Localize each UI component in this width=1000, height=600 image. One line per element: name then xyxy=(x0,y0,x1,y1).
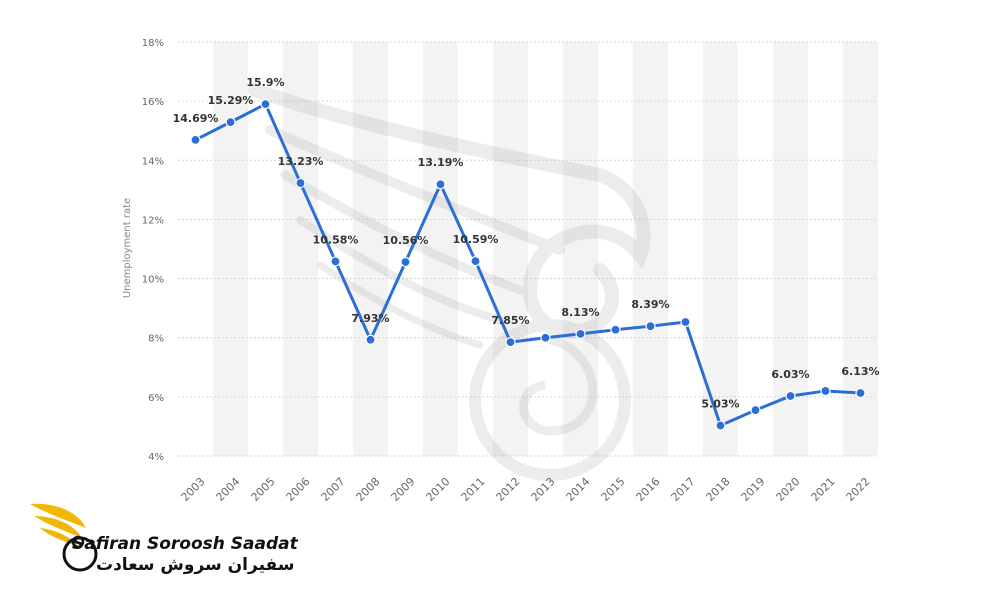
x-tick-label: 2019 xyxy=(739,475,768,504)
data-point xyxy=(715,420,726,431)
x-tick-label: 2020 xyxy=(774,475,803,504)
column-band xyxy=(423,42,458,456)
y-tick-label: 10% xyxy=(142,275,164,286)
x-tick-label: 2015 xyxy=(599,475,628,504)
x-tick-label: 2022 xyxy=(844,475,873,504)
x-tick-label: 2016 xyxy=(634,475,663,504)
y-tick-label: 8% xyxy=(148,334,164,345)
brand-logo-icon xyxy=(30,503,98,572)
y-axis-ticks: 4% 6% 8% 10% 12% 14% 16% 18% xyxy=(142,38,164,463)
y-tick-label: 12% xyxy=(142,215,164,226)
y-tick-label: 4% xyxy=(148,452,164,463)
gridlines xyxy=(178,41,878,457)
data-label: 10.59% xyxy=(453,233,499,246)
data-point xyxy=(505,337,516,348)
y-axis-title: Unemployment rate xyxy=(122,198,133,298)
data-point xyxy=(610,324,621,335)
column-band xyxy=(773,42,808,456)
y-tick-label: 14% xyxy=(142,156,164,167)
data-point xyxy=(225,117,236,128)
data-label: 6.13% xyxy=(841,365,879,378)
data-label: 13.23% xyxy=(278,155,324,168)
y-tick-label: 6% xyxy=(148,393,164,404)
data-point xyxy=(540,332,551,343)
data-label: 8.39% xyxy=(631,298,669,311)
column-band xyxy=(633,42,668,456)
data-label: 5.03% xyxy=(701,398,739,411)
column-band xyxy=(283,42,318,456)
brand-name-en: Safiran Soroosh Saadat xyxy=(72,534,298,554)
column-band xyxy=(353,42,388,456)
data-points xyxy=(190,98,866,431)
data-point xyxy=(820,385,831,397)
data-point xyxy=(680,316,691,328)
column-band xyxy=(843,42,878,456)
data-label: 14.69% xyxy=(173,112,219,125)
x-tick-label: 2010 xyxy=(424,475,453,504)
data-label: 7.93% xyxy=(351,312,389,325)
series-line xyxy=(194,102,861,428)
data-label: 6.03% xyxy=(771,368,809,381)
watermark-logo xyxy=(248,83,651,481)
data-point xyxy=(435,179,446,190)
data-label: 15.9% xyxy=(246,76,284,89)
data-point xyxy=(400,256,411,268)
brand-name-fa: سفیران سروش سعادت xyxy=(96,555,295,575)
column-bands xyxy=(213,42,878,456)
x-tick-label: 2018 xyxy=(704,475,733,504)
data-point xyxy=(470,256,481,267)
column-band xyxy=(493,42,528,456)
y-tick-label: 18% xyxy=(142,38,164,49)
data-labels: 14.69% 15.29% 15.9% 13.23% 10.58% 7.93% 10.56%… xyxy=(173,76,880,410)
x-tick-label: 2007 xyxy=(319,475,348,504)
column-band xyxy=(563,42,598,456)
data-point xyxy=(330,256,341,267)
y-tick-label: 16% xyxy=(142,97,164,108)
data-label: 13.19% xyxy=(418,156,464,169)
data-point xyxy=(365,334,376,345)
data-point xyxy=(260,98,271,110)
data-label: 10.58% xyxy=(313,233,359,246)
x-tick-label: 2014 xyxy=(564,475,593,504)
data-label: 7.85% xyxy=(491,314,529,327)
data-point xyxy=(575,328,586,339)
data-point xyxy=(190,134,201,145)
data-label: 8.13% xyxy=(561,306,599,319)
data-label: 10.56% xyxy=(383,234,429,247)
data-label: 15.29% xyxy=(208,94,254,107)
data-point xyxy=(645,321,656,332)
x-tick-label: 2017 xyxy=(669,475,698,504)
x-tick-label: 2008 xyxy=(354,475,383,504)
x-tick-label: 2012 xyxy=(494,475,523,504)
x-tick-label: 2021 xyxy=(809,475,838,504)
data-point xyxy=(785,390,796,402)
x-tick-label: 2009 xyxy=(389,475,418,504)
data-point xyxy=(855,387,866,399)
data-point xyxy=(295,177,306,189)
column-band xyxy=(213,42,248,456)
data-point xyxy=(750,405,761,416)
x-tick-label: 2011 xyxy=(459,475,488,504)
